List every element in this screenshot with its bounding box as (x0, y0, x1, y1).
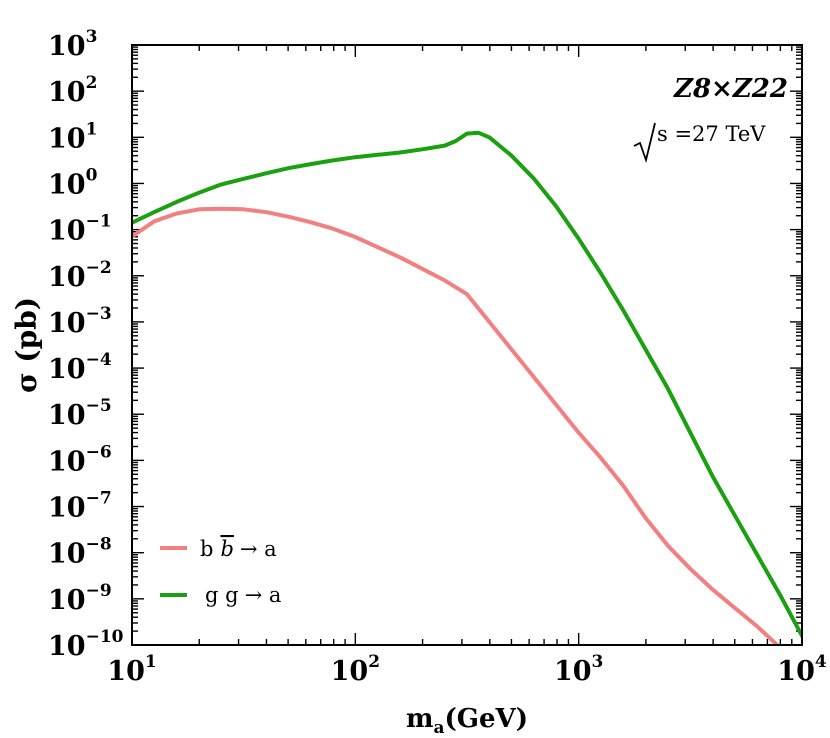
y-tick-label: 10−3 (48, 304, 112, 339)
energy-label: s =27 TeV (657, 122, 766, 146)
x-tick-label: 104 (777, 652, 827, 687)
series-bbbar-line (132, 206, 781, 645)
x-axis-title: ma(GeV) (406, 704, 528, 738)
x-tick-label: 102 (331, 652, 380, 687)
y-tick-label: 10−10 (48, 627, 124, 662)
energy-annotation: s =27 TeV (633, 122, 766, 164)
y-axis-title: σ (pb) (10, 297, 43, 393)
y-tick-label: 10−9 (48, 581, 112, 616)
y-tick-label: 10−2 (48, 258, 112, 293)
model-annotation: Z8×Z22 (673, 74, 788, 104)
plot-frame (131, 44, 803, 646)
legend-label-bbbar: b b → a (200, 537, 277, 561)
x-tick-label: 103 (554, 652, 603, 687)
y-tick-label: 102 (48, 73, 97, 108)
series-gg-line (132, 130, 802, 638)
sqrt-symbol-icon (633, 122, 656, 164)
y-tick-label: 100 (48, 165, 98, 200)
y-tick-label: 10−7 (48, 489, 112, 524)
legend: b b → a g g → a (160, 537, 281, 607)
y-tick-label: 10−1 (48, 212, 112, 247)
y-tick-label: 103 (48, 27, 97, 62)
y-tick-label: 10−4 (48, 350, 112, 385)
y-tick-label: 10−8 (48, 535, 112, 570)
y-tick-label: 10−6 (48, 442, 112, 477)
legend-label-gg: g g → a (205, 583, 281, 607)
x-tick-label: 101 (107, 652, 156, 687)
y-tick-label: 101 (48, 119, 97, 154)
y-tick-label: 10−5 (48, 396, 112, 431)
